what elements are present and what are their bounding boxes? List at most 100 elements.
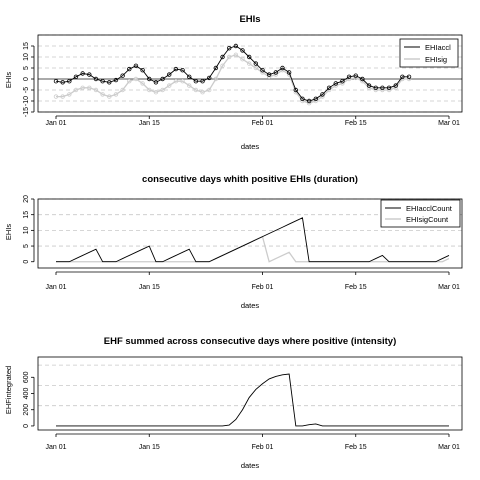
data-point-ehiaccl: [326, 85, 332, 90]
legend-label-ehiacclcount: EHIacclCount: [406, 204, 453, 213]
data-point-ehisig: [233, 52, 239, 57]
y-tick-label: 200: [23, 404, 30, 416]
data-point-ehiaccl: [366, 83, 372, 88]
chart-1-y-axis: -15-10 -5 0 5 10 15: [23, 42, 35, 117]
data-point-ehiaccl: [140, 67, 145, 73]
x-tick-label: Jan 01: [45, 120, 66, 127]
chart-3-ylabel: EHFintegrated: [4, 366, 13, 414]
data-point-ehiaccl: [360, 76, 365, 82]
legend-label-ehiaccl: EHIaccl: [425, 43, 451, 52]
data-point-ehiaccl: [180, 67, 185, 73]
data-point-ehiaccl: [233, 43, 239, 49]
data-point-ehiaccl: [340, 78, 345, 84]
data-point-ehisig: [193, 87, 199, 93]
data-point-ehiaccl: [87, 72, 92, 77]
data-point-ehisig: [213, 76, 219, 82]
data-point-ehisig: [173, 78, 179, 84]
data-point-ehisig: [220, 63, 225, 68]
data-point-ehisig: [160, 87, 165, 93]
data-point-ehiaccl: [127, 66, 132, 72]
chart-1-xlabel: dates: [241, 142, 260, 151]
data-point-ehiaccl: [266, 72, 272, 77]
data-point-ehisig: [140, 81, 145, 86]
data-point-ehiaccl: [200, 78, 205, 84]
chart-1-title: EHIs: [239, 14, 260, 25]
y-tick-label: -10: [23, 96, 30, 106]
x-tick-label: Feb 01: [252, 120, 274, 127]
data-point-ehiaccl: [353, 73, 358, 78]
data-point-ehiaccl: [293, 87, 298, 93]
y-tick-label: 15: [23, 42, 30, 50]
data-point-ehiaccl: [400, 74, 405, 79]
data-point-ehiaccl: [306, 98, 312, 104]
plot-frame: [37, 356, 463, 431]
chart-3-x-axis: Jan 01 Jan 15 Feb 01 Feb 15 Mar 01: [45, 433, 460, 451]
data-point-ehisig: [113, 92, 119, 97]
data-point-ehiaccl: [226, 46, 232, 51]
y-tick-label: 15: [23, 211, 30, 219]
data-point-ehisig: [80, 85, 85, 90]
data-point-ehiaccl: [260, 67, 265, 73]
data-point-ehiaccl: [193, 78, 199, 84]
data-point-ehiaccl: [160, 76, 165, 82]
x-tick-label: Feb 15: [345, 444, 367, 451]
data-point-ehiaccl: [253, 61, 259, 66]
legend-label-ehisigcount: EHIsigCount: [406, 215, 449, 224]
data-point-ehisig: [100, 92, 105, 97]
data-point-ehisig: [406, 76, 412, 82]
data-point-ehiaccl: [133, 63, 139, 68]
data-point-ehiaccl: [120, 73, 125, 78]
data-point-ehisig: [87, 85, 92, 90]
data-point-ehisig: [133, 76, 139, 82]
data-point-ehisig: [167, 83, 172, 88]
y-tick-label: 20: [23, 195, 30, 203]
data-point-ehiaccl: [67, 78, 72, 84]
data-point-ehiaccl: [153, 80, 159, 85]
x-tick-label: Mar 01: [438, 284, 460, 291]
x-tick-label: Jan 01: [45, 444, 66, 451]
data-point-ehisig: [67, 92, 72, 97]
chart-2-y-axis: 0 5 10 15 20: [23, 195, 35, 264]
x-tick-label: Jan 15: [139, 284, 160, 291]
chart-3-xlabel: dates: [241, 461, 260, 470]
chart-2-ylabel: EHIs: [4, 224, 13, 241]
data-point-ehiaccl: [53, 78, 59, 84]
plot-frame: [37, 198, 463, 269]
data-point-ehiaccl: [333, 81, 338, 86]
x-tick-label: Feb 15: [345, 284, 367, 291]
x-tick-label: Feb 01: [252, 284, 274, 291]
data-point-ehisig: [226, 54, 232, 60]
data-point-ehiaccl: [147, 76, 152, 82]
data-point-ehisig: [120, 87, 125, 93]
x-tick-label: Jan 15: [139, 444, 160, 451]
data-point-ehiaccl: [393, 83, 398, 88]
y-tick-label: 10: [23, 53, 30, 61]
chart-3-gridlines: [38, 364, 462, 407]
data-point-ehisig: [127, 78, 132, 84]
chart-3-y-axis: 0 200 400 600: [23, 371, 35, 428]
data-point-ehiaccl: [187, 74, 192, 79]
chart-2-legend: EHIacclCount EHIsigCount: [380, 199, 461, 228]
data-point-ehiaccl: [173, 66, 179, 72]
x-tick-label: Jan 01: [45, 284, 66, 291]
data-point-ehisig: [246, 61, 252, 66]
y-tick-label: -5: [23, 87, 30, 93]
series-line-ehisig: [56, 54, 410, 104]
series-line-ehf: [56, 373, 449, 427]
data-point-ehiaccl: [380, 85, 385, 90]
chart-1-gridlines: [38, 34, 462, 113]
chart-2-x-axis: Jan 01 Jan 15 Feb 01 Feb 15 Mar 01: [45, 271, 460, 291]
chart-1-legend: EHIaccl EHIsig: [399, 38, 459, 68]
chart-3-title: EHF summed across consecutive days where…: [104, 336, 397, 347]
data-point-ehiaccl: [107, 80, 112, 85]
x-tick-label: Feb 15: [345, 120, 367, 127]
data-point-ehiaccl: [207, 75, 212, 81]
data-point-ehisig: [107, 94, 112, 99]
y-tick-label: 5: [23, 66, 30, 70]
series-line-ehiacclcount: [56, 217, 450, 263]
data-point-ehiaccl: [113, 77, 119, 83]
plot-frame: [37, 34, 463, 113]
chart-2-plot-area: [37, 198, 463, 269]
y-tick-label: 600: [23, 371, 30, 383]
